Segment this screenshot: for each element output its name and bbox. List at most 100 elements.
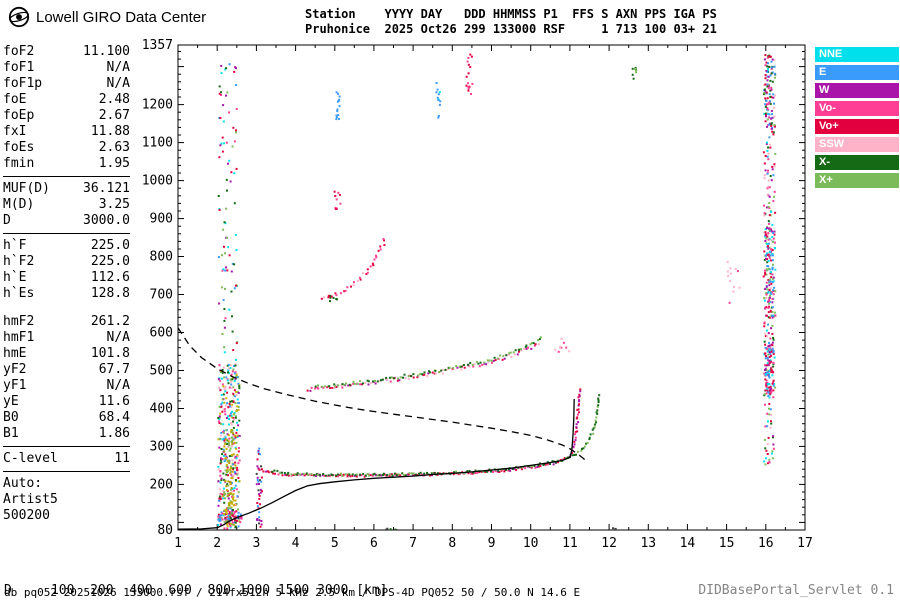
- param-row: yF1 N/A: [3, 378, 130, 394]
- y-tick-label: 1100: [142, 136, 173, 151]
- param-value: N/A: [106, 330, 130, 345]
- param-value: N/A: [106, 60, 130, 75]
- param-value: 67.7: [98, 362, 130, 377]
- param-row: B1 1.86: [3, 426, 130, 442]
- distance-row: D 100 200 400 600 800 1000 1500 3000 [km…: [4, 583, 388, 598]
- param-label: hmF1: [3, 330, 35, 345]
- legend-item-w: W: [815, 83, 899, 98]
- x-tick-label: 13: [640, 536, 656, 551]
- param-row: foF1 N/A: [3, 60, 130, 76]
- param-row: h`Es 128.8: [3, 286, 130, 302]
- legend-item-nne: NNE: [815, 47, 899, 62]
- param-value: 112.6: [90, 270, 130, 285]
- y-tick-label: 800: [150, 250, 173, 265]
- param-row: C-level 11: [3, 451, 130, 467]
- param-value: N/A: [106, 76, 130, 91]
- param-value: 11.88: [90, 124, 130, 139]
- param-value: 1.95: [98, 156, 130, 171]
- legend-item-vo: Vo-: [815, 101, 899, 116]
- x-tick-label: 11: [562, 536, 578, 551]
- param-row: 500200: [3, 508, 130, 524]
- panel-separator: [3, 233, 130, 234]
- param-label: fmin: [3, 156, 35, 171]
- param-value: 3.25: [98, 197, 130, 212]
- param-value: 225.0: [90, 254, 130, 269]
- param-row: foEp 2.67: [3, 108, 130, 124]
- param-value: 68.4: [98, 410, 130, 425]
- param-label: yF1: [3, 378, 27, 393]
- station-header-line1: Station YYYY DAY DDD HHMMSS P1 FFS S AXN…: [305, 7, 717, 21]
- x-tick-label: 7: [409, 536, 417, 551]
- echo-dots-layer: [178, 53, 777, 530]
- x-tick-label: 17: [797, 536, 813, 551]
- y-tick-label: 1357: [142, 38, 173, 53]
- param-label: fxI: [3, 124, 27, 139]
- param-label: D: [3, 213, 11, 228]
- param-value: 11: [114, 451, 130, 466]
- param-row: D 3000.0: [3, 213, 130, 229]
- y-tick-label: 600: [150, 326, 173, 341]
- param-value: 128.8: [90, 286, 130, 301]
- param-row: foEs 2.63: [3, 140, 130, 156]
- param-label: h`F: [3, 238, 27, 253]
- param-label: B0: [3, 410, 19, 425]
- param-label: foF1p: [3, 76, 43, 91]
- x-tick-label: 10: [523, 536, 539, 551]
- panel-gap: [3, 302, 130, 314]
- x-tick-label: 8: [448, 536, 456, 551]
- param-row: h`F 225.0: [3, 238, 130, 254]
- ionogram-plot: 8020030040050060070080090010001100120013…: [142, 38, 813, 551]
- app-title: Lowell GIRO Data Center: [36, 8, 207, 26]
- x-tick-label: 9: [488, 536, 496, 551]
- brand: Lowell GIRO Data Center: [8, 6, 206, 28]
- parameter-panel: foF2 11.100 foF1 N/A foF1p N/A foE 2.48 foEp 2.67…: [3, 44, 130, 524]
- station-header-line2: Pruhonice 2025 Oct26 299 133000 RSF 1 71…: [305, 22, 717, 36]
- panel-separator: [3, 446, 130, 447]
- param-row: MUF(D) 36.121: [3, 181, 130, 197]
- param-label: MUF(D): [3, 181, 50, 196]
- param-label: B1: [3, 426, 19, 441]
- x-tick-label: 1: [174, 536, 182, 551]
- param-row: hmF2 261.2: [3, 314, 130, 330]
- param-row: B0 68.4: [3, 410, 130, 426]
- param-row: h`F2 225.0: [3, 254, 130, 270]
- y-tick-label: 200: [150, 477, 173, 492]
- station-header: Station YYYY DAY DDD HHMMSS P1 FFS S AXN…: [305, 7, 717, 37]
- param-label: foEp: [3, 108, 35, 123]
- param-value: N/A: [106, 378, 130, 393]
- legend-item-x: X+: [815, 173, 899, 188]
- x-tick-label: 14: [680, 536, 696, 551]
- param-value: 1.86: [98, 426, 130, 441]
- true-height-profile: [178, 398, 575, 530]
- param-value: 11.100: [83, 44, 130, 59]
- servlet-version: DIDBasePortal_Servlet 0.1: [698, 583, 894, 598]
- param-row: yE 11.6: [3, 394, 130, 410]
- x-tick-label: 2: [213, 536, 221, 551]
- param-value: 36.121: [83, 181, 130, 196]
- param-value: 261.2: [90, 314, 130, 329]
- param-label: hmF2: [3, 314, 35, 329]
- legend: NNE E W Vo- Vo+ SSW X- X+: [815, 47, 899, 191]
- panel-separator: [3, 471, 130, 472]
- param-label: h`E: [3, 270, 27, 285]
- x-tick-label: 4: [292, 536, 300, 551]
- param-row: foE 2.48: [3, 92, 130, 108]
- param-label: h`F2: [3, 254, 35, 269]
- x-tick-label: 12: [601, 536, 617, 551]
- param-row: fxI 11.88: [3, 124, 130, 140]
- param-row: Auto:: [3, 476, 130, 492]
- param-row: yF2 67.7: [3, 362, 130, 378]
- param-value: 2.48: [98, 92, 130, 107]
- param-row: hmE 101.8: [3, 346, 130, 362]
- param-value: 11.6: [98, 394, 130, 409]
- param-row: fmin 1.95: [3, 156, 130, 172]
- x-tick-label: 16: [758, 536, 774, 551]
- y-tick-label: 900: [150, 212, 173, 227]
- param-value: 2.67: [98, 108, 130, 123]
- panel-separator: [3, 176, 130, 177]
- param-label: yE: [3, 394, 19, 409]
- param-label: h`Es: [3, 286, 35, 301]
- param-value: 225.0: [90, 238, 130, 253]
- param-value: 3000.0: [83, 213, 130, 228]
- giro-logo-icon: [8, 6, 30, 28]
